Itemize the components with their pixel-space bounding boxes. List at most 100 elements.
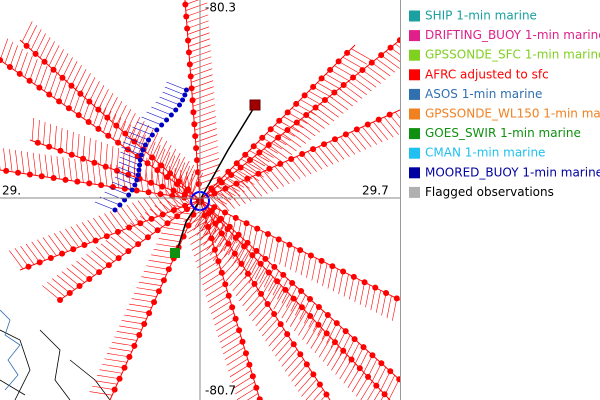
obs-dot xyxy=(307,296,314,303)
wind-barb xyxy=(367,124,383,143)
obs-dot xyxy=(249,373,256,380)
obs-dot xyxy=(121,185,128,192)
obs-dot xyxy=(301,92,308,99)
wind-barb xyxy=(219,330,240,343)
wind-barb xyxy=(327,346,340,367)
wind-barb xyxy=(51,278,70,294)
wind-barb xyxy=(321,78,342,90)
wind-barb xyxy=(94,139,97,163)
wind-barb xyxy=(187,32,210,41)
track xyxy=(199,44,372,205)
wind-barb xyxy=(192,98,215,107)
wind-barb xyxy=(66,61,78,82)
wind-barb xyxy=(48,123,52,147)
wind-barb xyxy=(183,164,194,186)
obs-dot xyxy=(135,241,142,248)
obs-dot xyxy=(126,224,133,231)
wind-barb xyxy=(215,228,228,249)
wind-barb xyxy=(212,307,233,320)
buoy-barb xyxy=(128,131,149,141)
wind-barb xyxy=(156,140,168,162)
obs-dot xyxy=(316,381,323,388)
wind-barb xyxy=(259,262,271,284)
wind-barb xyxy=(112,117,122,140)
wind-barb xyxy=(334,139,350,158)
wind-barb xyxy=(74,158,78,182)
obs-dot xyxy=(351,336,358,343)
wind-barb xyxy=(144,212,163,227)
obs-dot xyxy=(333,320,340,327)
obs-dot xyxy=(115,255,122,262)
wind-barb xyxy=(175,174,179,197)
wind-barb xyxy=(231,217,237,241)
obs-dot xyxy=(276,117,283,124)
wind-barb xyxy=(366,66,386,80)
legend-label: MOORED_BUOY 1-min marine xyxy=(425,165,600,179)
obs-dot xyxy=(361,279,368,286)
wind-barb xyxy=(275,338,291,357)
obs-dot xyxy=(6,63,13,70)
wind-barb xyxy=(73,90,82,112)
wind-barb xyxy=(345,134,361,153)
wind-barb xyxy=(15,150,19,173)
wind-barb xyxy=(207,289,228,303)
wind-barb xyxy=(92,217,108,237)
wind-barb xyxy=(192,172,203,194)
wind-barb xyxy=(230,185,246,204)
wind-barb xyxy=(193,243,214,257)
wind-barb xyxy=(342,56,363,69)
wind-barb xyxy=(81,222,96,241)
obs-dot xyxy=(65,105,72,112)
obs-dot xyxy=(192,133,199,140)
wind-barb xyxy=(273,141,293,155)
bottom-label: -80.7 xyxy=(205,384,236,398)
obs-dot xyxy=(290,341,297,348)
wind-barb xyxy=(250,254,262,276)
wind-barb xyxy=(362,69,382,84)
wind-barb xyxy=(20,246,35,265)
obs-dot xyxy=(187,73,194,80)
obs-dot xyxy=(323,391,330,398)
wind-barb xyxy=(316,260,322,284)
wind-barb xyxy=(192,92,215,101)
obs-dot xyxy=(105,262,112,269)
track xyxy=(0,38,201,201)
wind-barb xyxy=(39,37,51,58)
wind-barb xyxy=(348,81,367,95)
obs-dot xyxy=(386,111,393,118)
wind-barb xyxy=(210,301,231,314)
obs-dot xyxy=(303,361,310,368)
obs-dot xyxy=(208,207,215,214)
obs-dot xyxy=(246,157,253,164)
wind-barb xyxy=(335,354,348,375)
obs-dot xyxy=(46,143,53,150)
buoy-barb xyxy=(122,141,144,151)
wind-barb xyxy=(289,307,303,327)
wind-barb xyxy=(186,8,208,17)
buoy-barb xyxy=(159,96,180,106)
wind-barb xyxy=(216,318,236,332)
wind-barb xyxy=(191,86,214,95)
buoy-barb xyxy=(164,86,185,96)
obs-dot xyxy=(208,235,215,242)
wind-barb xyxy=(273,239,280,262)
wind-barb xyxy=(331,350,344,371)
wind-barb xyxy=(312,148,328,167)
wind-barb xyxy=(151,136,163,158)
wind-barb xyxy=(348,343,360,364)
obs-dot xyxy=(23,42,30,49)
wind-barb xyxy=(301,379,317,397)
legend-swatch xyxy=(409,10,420,22)
wind-barb xyxy=(229,268,245,286)
wind-barb xyxy=(191,74,213,83)
wind-barb xyxy=(195,249,216,263)
buoy-barb xyxy=(118,161,140,171)
obs-dot xyxy=(243,220,250,227)
obs-dot xyxy=(250,143,257,150)
wind-barb xyxy=(115,209,130,228)
wind-barb xyxy=(83,97,92,119)
obs-dot xyxy=(217,215,224,222)
wind-barb xyxy=(138,124,150,146)
wind-barb xyxy=(334,92,353,107)
wind-barb xyxy=(111,145,114,169)
